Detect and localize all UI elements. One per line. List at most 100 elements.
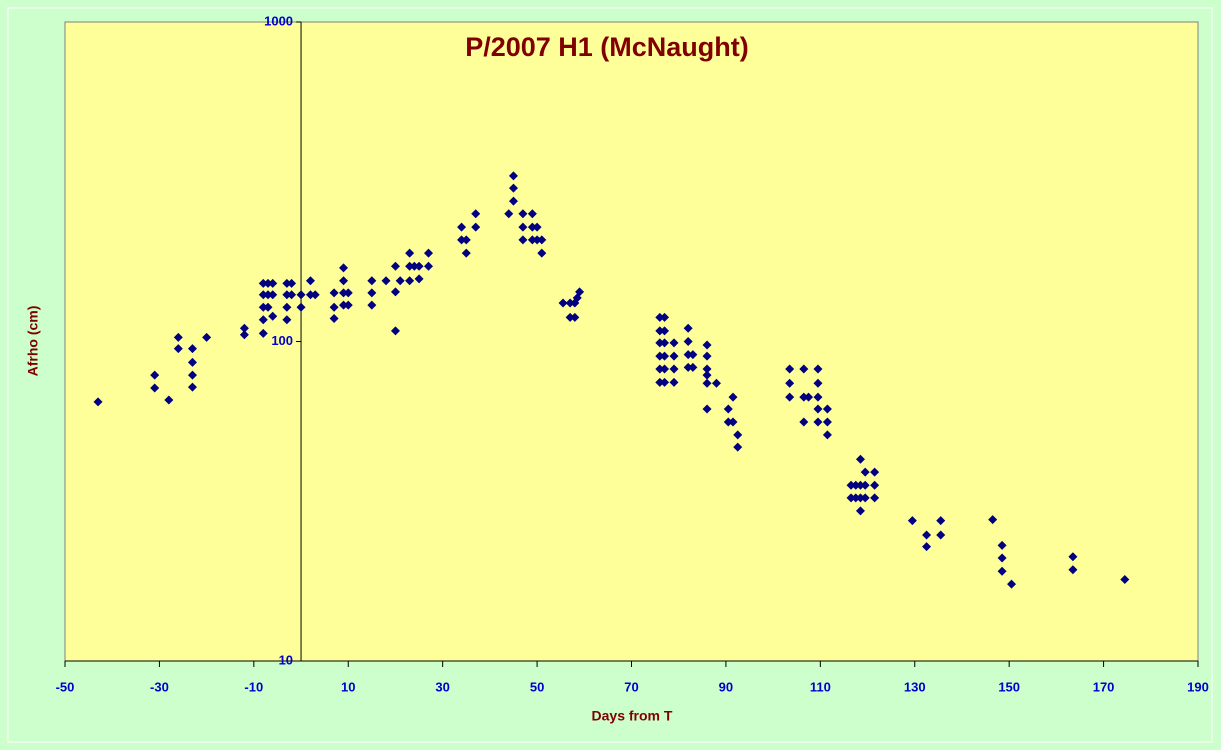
data-point [187,370,197,380]
data-point [258,302,268,312]
data-point [532,235,542,245]
data-point [471,222,481,232]
data-point [683,350,693,360]
data-point [258,290,268,300]
x-tick-label: 50 [530,679,544,694]
data-point [733,430,743,440]
data-point [660,377,670,387]
data-point [527,209,537,219]
data-point [508,183,518,193]
data-point [988,515,998,525]
data-point [471,209,481,219]
data-point [702,364,712,374]
data-point [518,209,528,219]
data-point [1007,579,1017,589]
data-point [424,248,434,258]
data-point [655,351,665,361]
data-point [263,290,273,300]
data-point [305,276,315,286]
data-point [683,362,693,372]
data-point [409,261,419,271]
data-point [997,553,1007,563]
data-point [367,288,377,298]
data-point [728,417,738,427]
data-point [457,222,467,232]
data-point [461,248,471,258]
data-point [813,392,823,402]
data-point [457,235,467,245]
data-point [822,417,832,427]
data-point [723,417,733,427]
data-point [997,540,1007,550]
data-point [822,430,832,440]
data-point [851,493,861,503]
data-point [822,404,832,414]
data-point [804,392,814,402]
data-point [669,377,679,387]
data-point [343,288,353,298]
data-point [258,315,268,325]
data-point [870,493,880,503]
data-point [504,209,514,219]
data-point [339,288,349,298]
data-point [855,506,865,516]
data-point [527,235,537,245]
data-point [907,516,917,526]
data-point [461,235,471,245]
data-point [173,344,183,354]
x-tick-label: 150 [998,679,1020,694]
data-point [187,382,197,392]
data-point [164,395,174,405]
data-point [851,480,861,490]
data-point [518,235,528,245]
data-point [239,330,249,340]
data-point [733,442,743,452]
data-point [282,278,292,288]
data-point [329,302,339,312]
data-point [702,340,712,350]
data-point [343,300,353,310]
data-point [669,364,679,374]
data-point [268,278,278,288]
data-point [296,302,306,312]
data-point [702,378,712,388]
data-point [570,312,580,322]
plot-area [64,21,1199,662]
data-point [669,338,679,348]
data-point [537,248,547,258]
data-point [669,351,679,361]
data-point [287,278,297,288]
data-point [688,350,698,360]
x-tick-label: 30 [435,679,449,694]
data-point [660,326,670,336]
x-tick-label: 130 [904,679,926,694]
data-point [532,222,542,232]
data-point [702,370,712,380]
data-point [527,222,537,232]
data-point [565,298,575,308]
data-point [537,235,547,245]
data-point [258,278,268,288]
data-point [329,288,339,298]
data-point [846,480,856,490]
data-point [799,392,809,402]
data-point [508,171,518,181]
x-tick-label: 70 [624,679,638,694]
data-point [860,480,870,490]
data-point [799,417,809,427]
data-point [936,530,946,540]
chart-title: P/2007 H1 (McNaught) [465,32,749,62]
x-axis-label: Days from T [592,708,673,724]
data-point [414,261,424,271]
data-point [390,326,400,336]
data-point [655,338,665,348]
data-point [339,263,349,273]
data-point [728,392,738,402]
data-point [367,276,377,286]
data-point [367,300,377,310]
data-point [305,290,315,300]
data-point [655,377,665,387]
data-point [1068,552,1078,562]
data-point [390,287,400,297]
data-point [296,290,306,300]
